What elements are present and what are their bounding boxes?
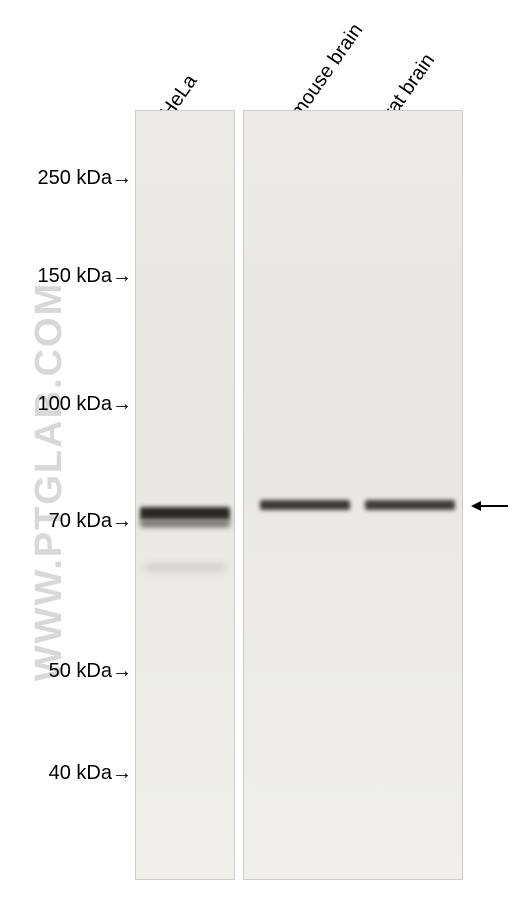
protein-band <box>145 565 225 570</box>
protein-band <box>365 500 455 510</box>
mw-label: 100 kDa→ <box>38 393 133 416</box>
mw-label: 40 kDa→ <box>49 762 132 785</box>
protein-band <box>140 507 230 520</box>
watermark: WWW.PTGLAB.COM <box>28 282 71 681</box>
protein-band <box>140 520 230 527</box>
mw-label: 250 kDa→ <box>38 167 133 190</box>
target-band-arrow <box>473 505 508 507</box>
lane-label: mouse brain <box>286 20 368 123</box>
mw-label: 70 kDa→ <box>49 510 132 533</box>
mw-label: 150 kDa→ <box>38 265 133 288</box>
blot-container: WWW.PTGLAB.COM HeLamouse brainrat brain … <box>0 0 520 903</box>
protein-band <box>260 500 350 510</box>
gel-lane <box>243 110 463 880</box>
gel-lane <box>135 110 235 880</box>
mw-label: 50 kDa→ <box>49 660 132 683</box>
